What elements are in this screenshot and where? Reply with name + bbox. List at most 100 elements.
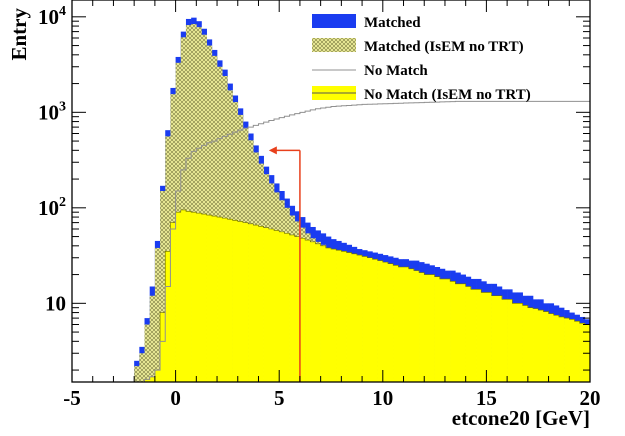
bar-nomatch-isem bbox=[429, 274, 435, 382]
bar-nomatch-isem bbox=[237, 221, 244, 382]
legend-label-nomatch: No Match bbox=[364, 63, 428, 79]
bar-nomatch-isem bbox=[289, 234, 296, 382]
bar-nomatch-isem bbox=[424, 274, 430, 382]
x-tick-label: 20 bbox=[580, 386, 601, 410]
cut-arrow-head bbox=[268, 146, 277, 155]
bar-nomatch-isem bbox=[217, 217, 223, 382]
bar-nomatch-isem bbox=[242, 222, 249, 382]
bar-nomatch-isem bbox=[331, 249, 337, 382]
y-tick-label: 104 bbox=[38, 4, 66, 29]
bar-nomatch-isem bbox=[367, 257, 373, 382]
bar-nomatch-isem bbox=[253, 225, 259, 382]
bar-nomatch-isem bbox=[590, 326, 595, 382]
bar-nomatch-isem bbox=[248, 223, 254, 382]
bar-nomatch-isem bbox=[279, 231, 285, 382]
bar-nomatch-isem bbox=[154, 370, 161, 382]
y-tick-label: 103 bbox=[38, 99, 66, 124]
x-tick-label: 15 bbox=[476, 386, 497, 410]
bar-nomatch-isem bbox=[294, 236, 301, 382]
bar-nomatch-isem bbox=[564, 318, 570, 382]
histogram-layer bbox=[72, 17, 600, 382]
x-tick-label: 0 bbox=[170, 386, 181, 410]
y-tick-label: 102 bbox=[38, 195, 66, 220]
y-axis: 10 102 103 104 bbox=[38, 4, 590, 371]
bar-nomatch-isem bbox=[517, 303, 523, 382]
bar-matched-isem bbox=[160, 191, 166, 382]
bar-nomatch-isem bbox=[419, 272, 425, 382]
bar-matched-isem bbox=[590, 334, 595, 382]
bar-nomatch-isem bbox=[408, 268, 415, 382]
bar-nomatch-isem bbox=[382, 262, 389, 382]
bar-nomatch-isem bbox=[201, 214, 207, 382]
bar-nomatch-isem bbox=[491, 295, 498, 382]
bar-nomatch-isem bbox=[258, 226, 264, 382]
bar-nomatch-isem bbox=[144, 379, 150, 382]
bar-matched-isem bbox=[144, 324, 150, 382]
bar-nomatch-isem bbox=[533, 308, 539, 382]
bar-nomatch-isem bbox=[595, 327, 600, 382]
bar-matched-isem bbox=[134, 366, 140, 382]
bar-nomatch-isem bbox=[398, 267, 404, 382]
x-axis-title: etcone20 [GeV] bbox=[452, 406, 590, 430]
bar-nomatch-isem bbox=[175, 212, 182, 382]
bar-nomatch-isem bbox=[393, 265, 399, 382]
bar-nomatch-isem bbox=[434, 276, 441, 382]
annotation-layer bbox=[268, 146, 301, 382]
bar-nomatch-isem bbox=[320, 245, 327, 382]
bar-matched-isem bbox=[149, 295, 156, 382]
line-nomatch bbox=[72, 100, 590, 382]
legend-label-matched-isem: Matched (IsEM no TRT) bbox=[364, 39, 524, 55]
bar-nomatch-isem bbox=[284, 233, 290, 382]
bar-nomatch-isem bbox=[299, 238, 306, 382]
bar-matched-isem bbox=[185, 25, 192, 382]
bar-nomatch-isem bbox=[263, 227, 270, 382]
bar-nomatch-isem bbox=[165, 251, 171, 382]
bar-nomatch-isem bbox=[569, 319, 575, 382]
bar-nomatch-isem bbox=[413, 270, 420, 382]
bar-nomatch-isem bbox=[496, 295, 503, 382]
x-tick-label: -5 bbox=[63, 386, 81, 410]
bar-nomatch-isem bbox=[553, 315, 560, 382]
bar-nomatch-isem bbox=[232, 220, 239, 382]
outline-nomatch-isem bbox=[134, 209, 590, 382]
x-tick-label: 5 bbox=[274, 386, 285, 410]
bar-nomatch-isem bbox=[222, 218, 228, 382]
bar-nomatch-isem bbox=[372, 259, 378, 382]
bar-nomatch-isem bbox=[227, 219, 233, 382]
legend: Matched Matched (IsEM no TRT) No Match N… bbox=[312, 14, 531, 103]
bar-nomatch-isem bbox=[180, 209, 187, 382]
bar-nomatch-isem bbox=[501, 299, 508, 382]
bar-nomatch-isem bbox=[336, 250, 342, 382]
bar-nomatch-isem bbox=[356, 255, 363, 382]
bar-nomatch-isem bbox=[351, 253, 358, 382]
bar-nomatch-isem bbox=[196, 213, 202, 382]
bar-nomatch-isem bbox=[558, 316, 565, 382]
bar-nomatch-isem bbox=[170, 222, 176, 382]
bar-nomatch-isem bbox=[160, 312, 166, 382]
bar-matched-isem bbox=[206, 45, 213, 382]
bar-nomatch-isem bbox=[522, 305, 529, 382]
bar-nomatch-isem bbox=[470, 289, 477, 382]
legend-label-nomatch-isem: No Match (IsEM no TRT) bbox=[364, 87, 531, 103]
bar-matched-isem bbox=[201, 34, 207, 382]
bar-matched-isem bbox=[196, 27, 202, 382]
bar-nomatch-isem bbox=[206, 215, 213, 382]
y-tick-label: 10 bbox=[45, 291, 66, 315]
bar-nomatch-isem bbox=[274, 230, 280, 382]
bar-nomatch-isem bbox=[507, 299, 513, 382]
bar-nomatch-isem bbox=[548, 313, 555, 382]
bar-nomatch-isem bbox=[579, 323, 586, 382]
bar-nomatch-isem bbox=[377, 260, 384, 382]
bar-matched bbox=[595, 323, 600, 382]
bar-nomatch-isem bbox=[538, 310, 544, 382]
bar-matched-isem bbox=[139, 353, 145, 382]
bar-nomatch-isem bbox=[325, 247, 332, 382]
legend-swatch-matched-isem bbox=[312, 38, 356, 52]
bar-nomatch-isem bbox=[268, 229, 275, 382]
bar-nomatch-isem bbox=[387, 263, 394, 382]
bar-nomatch-isem bbox=[450, 281, 456, 382]
bar-nomatch-isem bbox=[527, 307, 534, 382]
bar-matched bbox=[590, 321, 595, 382]
bar-nomatch-isem bbox=[512, 303, 518, 382]
